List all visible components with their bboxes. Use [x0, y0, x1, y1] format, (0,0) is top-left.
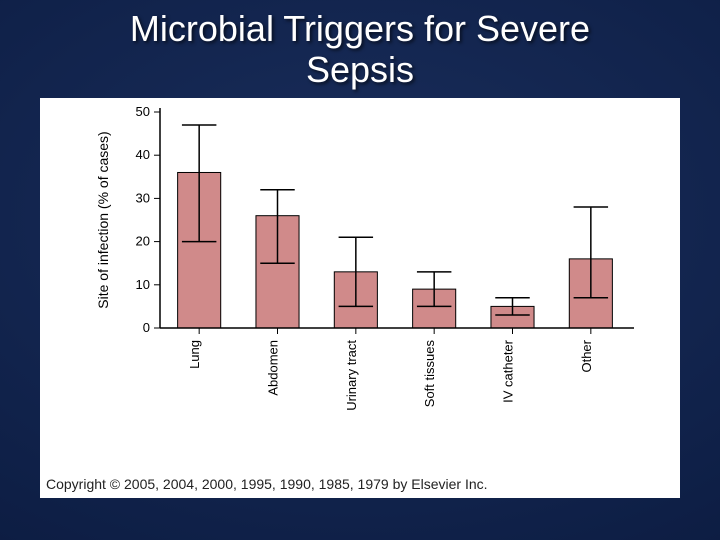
slide-title: Microbial Triggers for Severe Sepsis	[0, 0, 720, 91]
title-line-2: Sepsis	[306, 49, 414, 90]
y-axis-label: Site of infection (% of cases)	[95, 131, 111, 308]
title-line-1: Microbial Triggers for Severe	[130, 8, 590, 49]
category-label: Soft tissues	[422, 340, 437, 408]
category-label: Urinary tract	[344, 340, 359, 411]
slide: Microbial Triggers for Severe Sepsis 0 10…	[0, 0, 720, 540]
category-label: Other	[579, 339, 594, 372]
y-tick-label: 40	[136, 147, 150, 162]
category-label: Lung	[187, 340, 202, 369]
category-label: IV catheter	[501, 339, 516, 403]
y-tick-label: 30	[136, 190, 150, 205]
y-tick-label: 0	[143, 320, 150, 335]
category-label: Abdomen	[266, 340, 281, 396]
bar-chart: 0 10 20 30 40 50 Site of infection (% of cases…	[40, 98, 680, 478]
y-tick-label: 20	[136, 234, 150, 249]
chart-panel: 0 10 20 30 40 50 Site of infection (% of cases…	[40, 98, 680, 498]
y-tick-label: 10	[136, 277, 150, 292]
copyright-text: Copyright © 2005, 2004, 2000, 1995, 1990…	[46, 476, 488, 492]
y-tick-label: 50	[136, 104, 150, 119]
